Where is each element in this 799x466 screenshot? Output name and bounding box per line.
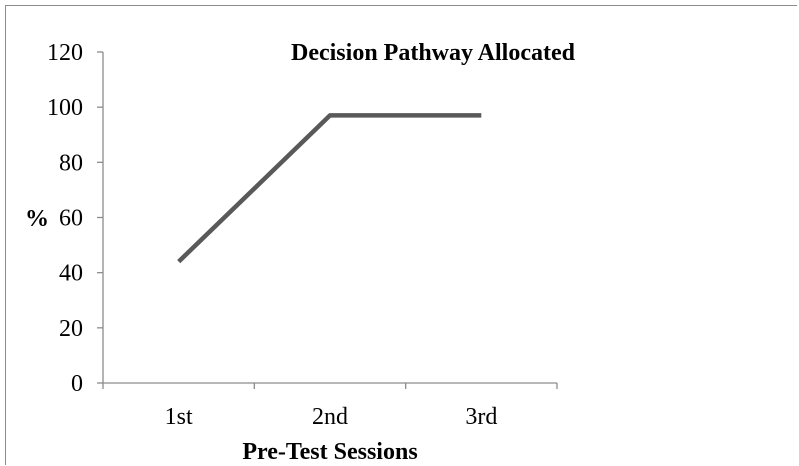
x-axis-ticks: 1st 2nd 3rd bbox=[102, 383, 558, 430]
series-line bbox=[177, 113, 482, 264]
y-tick-label: 120 bbox=[47, 40, 83, 66]
x-tick-label: 2nd bbox=[312, 404, 348, 430]
chart-title: Decision Pathway Allocated bbox=[291, 40, 576, 66]
x-tick-label: 3rd bbox=[465, 404, 497, 430]
y-axis-title: % bbox=[25, 206, 49, 232]
y-axis-ticks: 0 20 40 60 80 100 120 bbox=[47, 40, 103, 397]
x-tick-label: 1st bbox=[165, 404, 193, 430]
chart-frame bbox=[5, 5, 797, 465]
y-tick-label: 40 bbox=[59, 261, 83, 287]
y-tick-label: 80 bbox=[59, 150, 83, 176]
series-group bbox=[177, 113, 482, 264]
y-tick-label: 0 bbox=[71, 371, 83, 397]
y-tick-label: 20 bbox=[59, 316, 83, 342]
y-tick-label: 100 bbox=[47, 95, 83, 121]
x-axis-title: Pre-Test Sessions bbox=[242, 439, 417, 465]
y-tick-label: 60 bbox=[59, 206, 83, 232]
axes bbox=[102, 52, 557, 384]
